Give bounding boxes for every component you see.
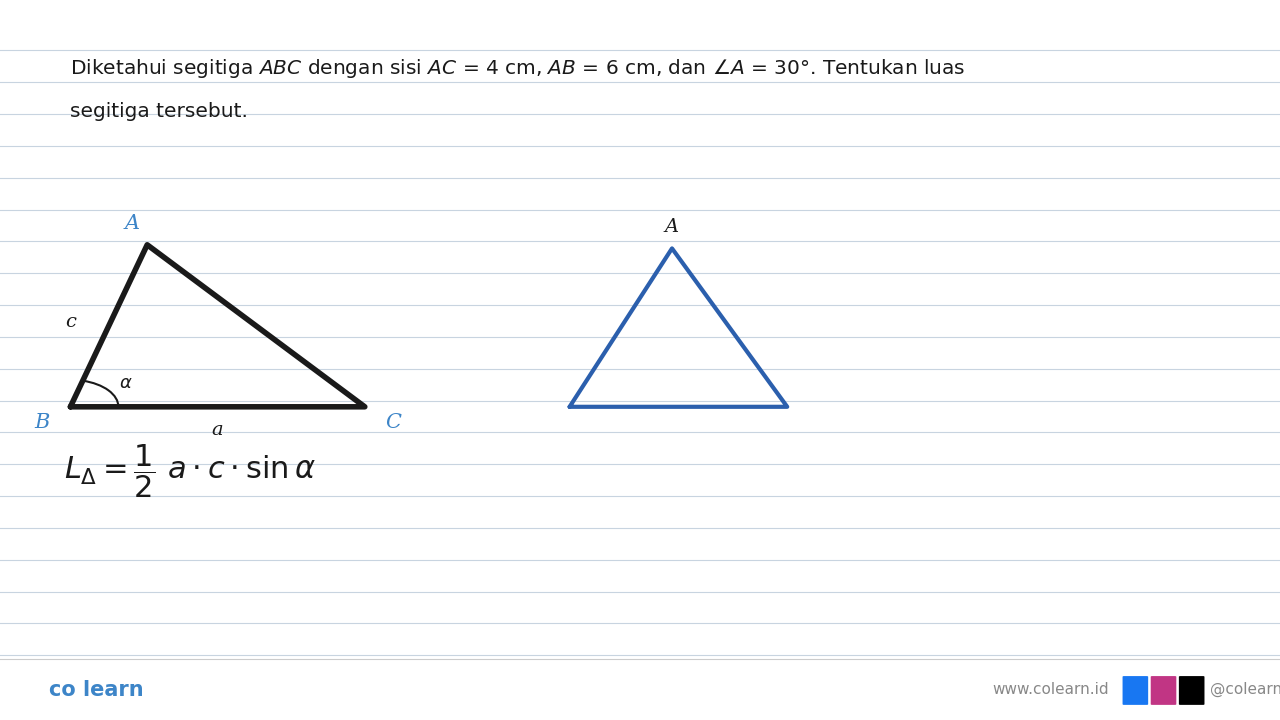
- Text: C: C: [385, 413, 401, 432]
- Text: A: A: [664, 217, 680, 235]
- Text: co learn: co learn: [49, 680, 143, 700]
- Text: B: B: [35, 413, 50, 432]
- Text: $L_\Delta = \dfrac{1}{2}\ a \cdot c \cdot \sin\alpha$: $L_\Delta = \dfrac{1}{2}\ a \cdot c \cdo…: [64, 443, 316, 500]
- Text: Diketahui segitiga $\mathit{ABC}$ dengan sisi $\mathit{AC}$ = 4 cm, $\mathit{AB}: Diketahui segitiga $\mathit{ABC}$ dengan…: [70, 57, 966, 80]
- Text: @colearn.id: @colearn.id: [1210, 682, 1280, 698]
- Text: segitiga tersebut.: segitiga tersebut.: [70, 102, 248, 121]
- Text: A: A: [124, 214, 140, 233]
- Text: a: a: [211, 420, 224, 438]
- FancyBboxPatch shape: [1179, 676, 1204, 705]
- Text: www.colearn.id: www.colearn.id: [992, 683, 1108, 697]
- FancyBboxPatch shape: [1151, 676, 1176, 705]
- FancyBboxPatch shape: [1123, 676, 1148, 705]
- Text: c: c: [65, 313, 76, 331]
- Text: $\alpha$: $\alpha$: [119, 374, 133, 392]
